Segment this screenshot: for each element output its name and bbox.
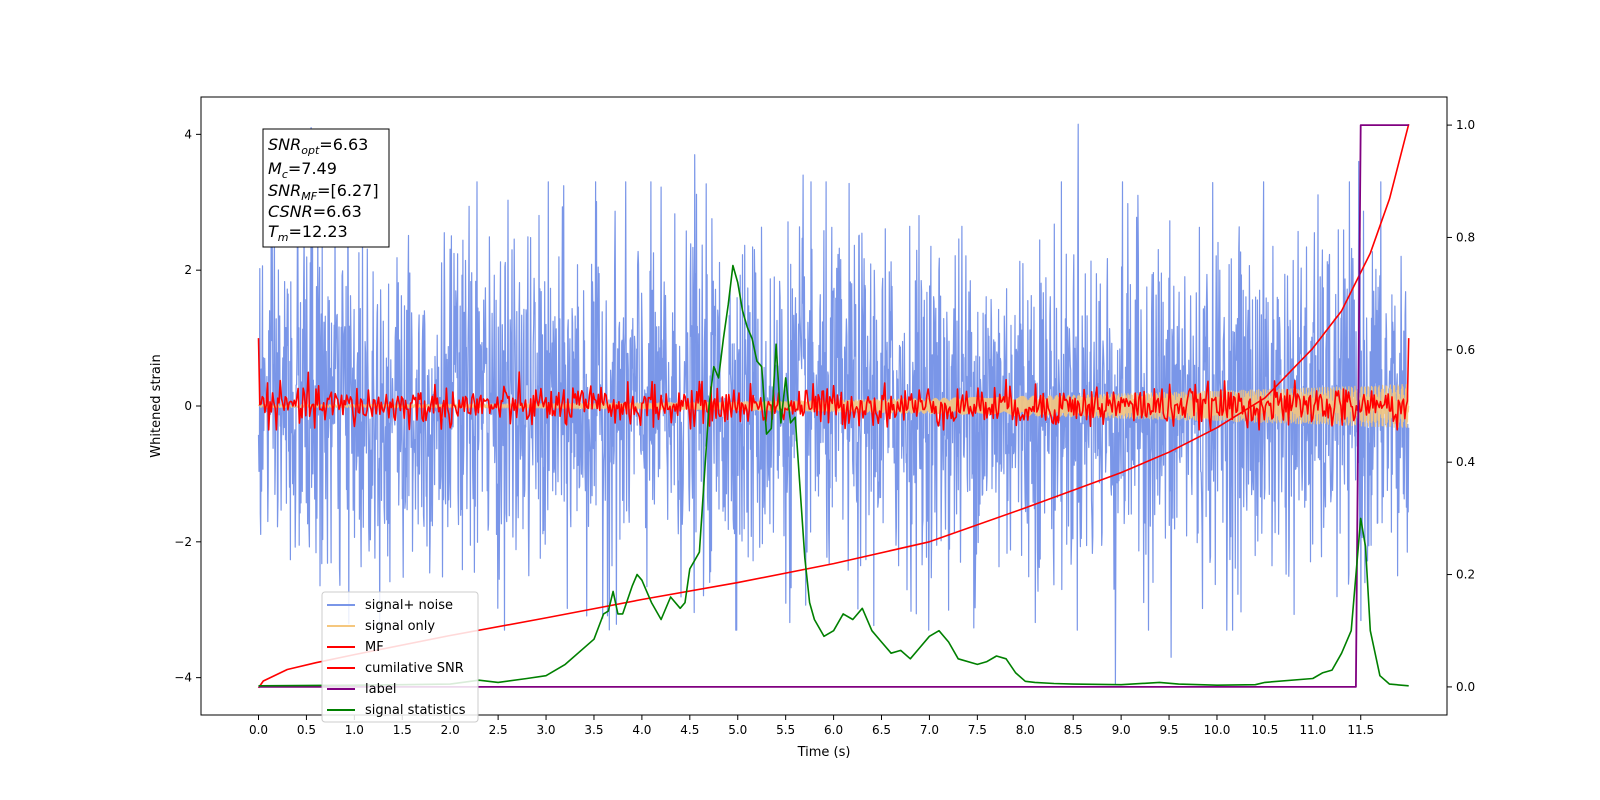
series-label bbox=[258, 124, 1409, 688]
y-right-tick-label: 0.8 bbox=[1456, 230, 1475, 244]
snr-opt-subscript: opt bbox=[301, 144, 320, 157]
x-tick-label: 6.5 bbox=[872, 723, 891, 737]
legend-item-mf: MF bbox=[327, 640, 384, 655]
legend-label: signal+ noise bbox=[365, 598, 453, 613]
series-mf bbox=[257, 338, 1410, 431]
legend-label: label bbox=[365, 682, 396, 697]
x-tick-label: 3.0 bbox=[536, 723, 555, 737]
x-tick-label: 5.5 bbox=[776, 723, 795, 737]
annotation-snr-mf: SNRMF=[6.27] bbox=[268, 181, 379, 203]
series-signal-noise bbox=[257, 123, 1410, 685]
x-tick-label: 10.5 bbox=[1252, 723, 1279, 737]
annotation-snr-opt: SNRopt=6.63 bbox=[268, 135, 368, 157]
y-right-tick-label: 0.4 bbox=[1456, 455, 1475, 469]
x-tick-label: 10.0 bbox=[1204, 723, 1231, 737]
y-right-tick-label: 0.0 bbox=[1456, 680, 1475, 694]
y-right-tick-label: 0.6 bbox=[1456, 343, 1475, 357]
annotation-box: SNRopt=6.63 Mc=7.49 SNRMF=[6.27] CSNR=6.… bbox=[262, 128, 390, 248]
x-tick-label: 11.0 bbox=[1299, 723, 1326, 737]
csnr-value: =6.63 bbox=[313, 202, 362, 221]
legend-item-cumilative-snr: cumilative SNR bbox=[327, 661, 464, 676]
x-tick-label: 4.0 bbox=[632, 723, 651, 737]
x-tick-label: 7.0 bbox=[920, 723, 939, 737]
x-tick-label: 0.5 bbox=[297, 723, 316, 737]
annotation-tm: Tm=12.23 bbox=[268, 222, 348, 244]
x-tick-label: 4.5 bbox=[680, 723, 699, 737]
x-tick-label: 8.5 bbox=[1064, 723, 1083, 737]
legend-label: signal statistics bbox=[365, 703, 466, 718]
legend-label: cumilative SNR bbox=[365, 661, 464, 676]
tm-subscript: m bbox=[278, 231, 289, 244]
y-right-tick-label: 0.2 bbox=[1456, 568, 1475, 582]
csnr-symbol: CSNR bbox=[268, 202, 313, 221]
tm-value: =12.23 bbox=[289, 222, 348, 241]
y-left-tick-label: 4 bbox=[184, 127, 192, 141]
y-axis-right: 0.0 0.2 0.4 0.6 0.8 1.0 bbox=[1447, 118, 1475, 694]
legend-item-signal-noise: signal+ noise bbox=[327, 598, 453, 613]
snr-opt-value: =6.63 bbox=[319, 135, 368, 154]
mc-symbol: M bbox=[268, 159, 282, 178]
y-left-tick-label: 2 bbox=[184, 263, 192, 277]
y-left-tick-label: 0 bbox=[184, 399, 192, 413]
x-tick-label: 11.5 bbox=[1347, 723, 1374, 737]
mc-subscript: c bbox=[282, 168, 288, 181]
legend-frame bbox=[321, 591, 479, 723]
x-tick-label: 2.5 bbox=[489, 723, 508, 737]
y-left-tick-label: −2 bbox=[174, 535, 192, 549]
snr-mf-subscript: MF bbox=[301, 190, 317, 203]
y-axis-left: −4 −2 0 2 4 bbox=[174, 127, 201, 685]
x-axis-label: Time (s) bbox=[797, 745, 851, 760]
annotation-mc: Mc=7.49 bbox=[268, 159, 337, 181]
legend-item-label: label bbox=[327, 682, 396, 697]
y-left-tick-label: −4 bbox=[174, 671, 192, 685]
tm-symbol: T bbox=[268, 222, 279, 241]
x-tick-label: 2.0 bbox=[441, 723, 460, 737]
legend: signal+ noise signal only MF cumilative … bbox=[321, 591, 479, 723]
x-tick-label: 7.5 bbox=[968, 723, 987, 737]
x-tick-label: 3.5 bbox=[584, 723, 603, 737]
annotation-frame bbox=[262, 128, 390, 248]
y-axis-label-left: Whitened strain bbox=[149, 354, 164, 457]
snr-mf-symbol: SNR bbox=[268, 181, 301, 200]
snr-mf-value: =[6.27] bbox=[317, 181, 379, 200]
x-tick-label: 9.0 bbox=[1112, 723, 1131, 737]
legend-label: signal only bbox=[365, 619, 435, 634]
legend-label: MF bbox=[365, 640, 384, 655]
x-tick-label: 1.5 bbox=[393, 723, 412, 737]
x-tick-label: 5.0 bbox=[728, 723, 747, 737]
series-signal-statistics bbox=[258, 264, 1409, 687]
mc-value: =7.49 bbox=[288, 159, 337, 178]
y-right-tick-label: 1.0 bbox=[1456, 118, 1475, 132]
x-tick-label: 9.5 bbox=[1159, 723, 1178, 737]
x-tick-label: 8.0 bbox=[1016, 723, 1035, 737]
legend-item-signal-only: signal only bbox=[327, 619, 435, 634]
x-axis: 0.0 0.5 1.0 1.5 2.0 2.5 3.0 3.5 4.0 4.5 5.0 5.5 6.0 6… bbox=[249, 715, 1374, 737]
legend-item-signal-statistics: signal statistics bbox=[327, 703, 466, 718]
snr-opt-symbol: SNR bbox=[268, 135, 301, 154]
x-tick-label: 6.0 bbox=[824, 723, 843, 737]
x-tick-label: 0.0 bbox=[249, 723, 268, 737]
x-tick-label: 1.0 bbox=[345, 723, 364, 737]
annotation-csnr: CSNR=6.63 bbox=[268, 202, 362, 221]
